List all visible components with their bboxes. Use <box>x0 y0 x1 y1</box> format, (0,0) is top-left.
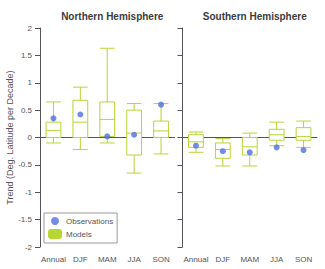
svg-text:Southern Hemisphere: Southern Hemisphere <box>203 11 307 22</box>
svg-text:1.5: 1.5 <box>21 51 33 60</box>
svg-text:-1: -1 <box>25 188 33 197</box>
svg-text:Observations: Observations <box>66 217 113 226</box>
svg-text:SON: SON <box>295 255 313 264</box>
svg-text:JJA: JJA <box>270 255 284 264</box>
svg-text:MAM: MAM <box>240 255 259 264</box>
svg-text:Annual: Annual <box>41 255 66 264</box>
svg-text:-0.5: -0.5 <box>18 160 32 169</box>
svg-text:Northern Hemisphere: Northern Hemisphere <box>61 11 164 22</box>
svg-text:0: 0 <box>28 133 33 142</box>
svg-text:DJF: DJF <box>73 255 88 264</box>
svg-text:Annual: Annual <box>183 255 208 264</box>
svg-text:-2: -2 <box>25 243 33 252</box>
svg-text:-1.5: -1.5 <box>18 215 32 224</box>
svg-text:0.5: 0.5 <box>21 106 33 115</box>
svg-text:MAM: MAM <box>98 255 117 264</box>
svg-text:DJF: DJF <box>216 255 231 264</box>
svg-text:SON: SON <box>152 255 170 264</box>
svg-text:JJA: JJA <box>127 255 141 264</box>
svg-text:Trend (Deg. Latitude per Decad: Trend (Deg. Latitude per Decade) <box>5 70 15 204</box>
svg-text:1: 1 <box>28 78 33 87</box>
svg-text:2: 2 <box>28 24 33 33</box>
svg-text:Models: Models <box>66 230 92 239</box>
